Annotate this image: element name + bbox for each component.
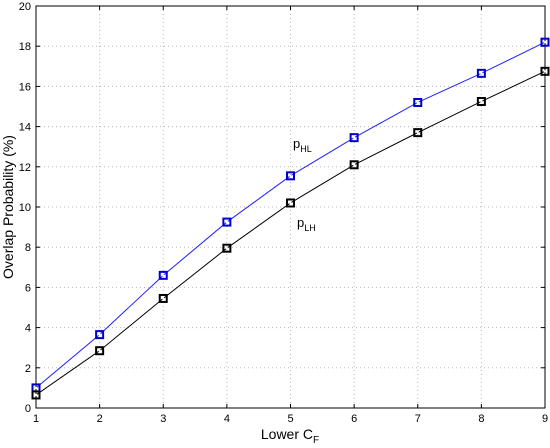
x-tick-label: 4 <box>224 413 230 425</box>
data-point-hl <box>413 97 423 107</box>
x-tick-label: 8 <box>478 413 484 425</box>
data-point-lh <box>540 66 550 76</box>
y-tick-label: 14 <box>19 122 31 134</box>
y-tick-label: 12 <box>19 162 31 174</box>
data-point-hl <box>349 133 359 143</box>
y-tick-label: 18 <box>19 41 31 53</box>
data-point-hl <box>95 330 105 340</box>
data-point-hl <box>286 171 295 181</box>
data-point-center <box>416 101 419 104</box>
data-point-center <box>98 333 101 336</box>
y-tick-label: 4 <box>25 323 31 335</box>
data-point-center <box>225 221 228 224</box>
y-tick-label: 10 <box>19 202 31 214</box>
data-point-hl <box>222 217 232 227</box>
y-tick-label: 8 <box>25 242 31 254</box>
data-point-center <box>289 174 292 177</box>
series-label-lh: pLH <box>297 215 316 233</box>
x-tick-label: 9 <box>542 413 548 425</box>
y-tick-label: 0 <box>25 403 31 415</box>
series-label-hl: pHL <box>293 136 312 154</box>
data-point-center <box>416 131 419 134</box>
x-tick-label: 1 <box>33 413 39 425</box>
y-tick-label: 2 <box>25 363 31 375</box>
data-point-center <box>353 136 356 139</box>
data-point-center <box>544 41 546 44</box>
data-point-hl <box>476 68 486 78</box>
x-tick-label: 3 <box>160 413 166 425</box>
x-axis-label: Lower CF <box>261 426 319 446</box>
data-point-lh <box>413 128 423 138</box>
x-tick-label: 6 <box>351 413 357 425</box>
data-point-center <box>289 201 292 204</box>
data-point-hl <box>158 270 168 280</box>
data-point-center <box>480 100 483 103</box>
data-point-center <box>225 247 228 250</box>
data-point-center <box>98 349 101 352</box>
data-point-hl <box>540 37 550 47</box>
y-tick-label: 6 <box>25 282 31 294</box>
y-tick-label: 16 <box>19 81 31 93</box>
data-point-center <box>480 72 483 75</box>
x-tick-label: 5 <box>287 413 293 425</box>
data-point-center <box>162 297 165 300</box>
x-tick-label: 2 <box>97 413 103 425</box>
series-group <box>31 37 550 400</box>
data-point-lh <box>31 390 41 400</box>
x-tick-label: 7 <box>415 413 421 425</box>
data-point-lh <box>476 96 486 106</box>
data-point-lh <box>95 346 105 356</box>
data-point-center <box>544 70 546 73</box>
data-point-center <box>35 386 37 389</box>
data-point-lh <box>222 243 232 253</box>
y-axis-label: Overlap Probability (%) <box>0 135 16 279</box>
data-point-lh <box>349 160 359 170</box>
y-tick-label: 20 <box>19 1 31 13</box>
data-point-center <box>35 393 37 396</box>
data-point-center <box>162 274 165 277</box>
data-point-center <box>353 163 356 166</box>
data-point-lh <box>158 293 168 303</box>
data-point-lh <box>286 198 295 208</box>
